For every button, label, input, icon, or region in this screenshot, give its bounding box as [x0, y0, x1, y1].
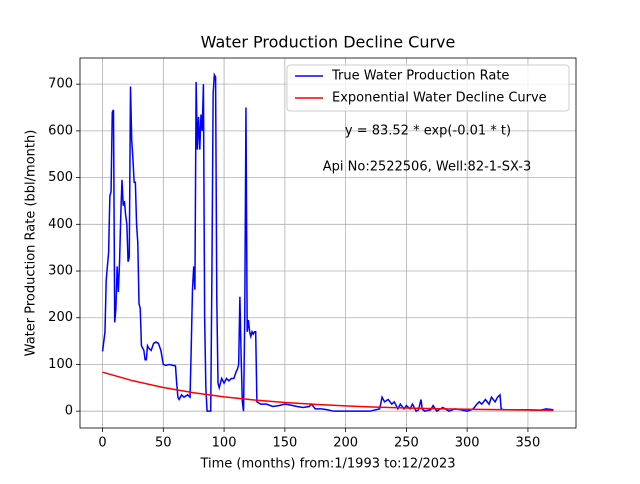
chart-title: Water Production Decline Curve — [201, 33, 456, 52]
data-line — [102, 371, 554, 411]
y-tick-label: 300 — [48, 264, 73, 279]
x-tick-label: 350 — [516, 436, 541, 451]
x-tick-label: 50 — [155, 436, 172, 451]
y-tick-label: 0 — [65, 404, 73, 419]
x-tick-label: 0 — [98, 436, 106, 451]
legend-label: Exponential Water Decline Curve — [332, 91, 547, 106]
x-tick-label: 250 — [394, 436, 419, 451]
y-tick-label: 100 — [48, 357, 73, 372]
annotation: y = 83.52 * exp(-0.01 * t) — [345, 124, 511, 139]
plot-frame — [79, 57, 577, 429]
data-line — [101, 72, 554, 413]
y-tick-label: 200 — [48, 310, 73, 325]
y-tick-label: 700 — [48, 77, 73, 92]
x-tick-label: 200 — [333, 436, 358, 451]
legend-label: True Water Production Rate — [331, 69, 509, 84]
y-axis-label: Water Production Rate (bbl/month) — [24, 130, 39, 357]
legend-box — [286, 64, 570, 112]
y-tick-label: 500 — [48, 170, 73, 185]
x-tick-label: 300 — [455, 436, 480, 451]
y-tick-label: 600 — [48, 123, 73, 138]
x-tick-label: 100 — [212, 436, 237, 451]
y-tick-label: 400 — [48, 217, 73, 232]
x-tick-label: 150 — [272, 436, 297, 451]
x-axis-label: Time (months) from:1/1993 to:12/2023 — [199, 457, 455, 472]
annotation: Api No:2522506, Well:82-1-SX-3 — [323, 160, 531, 175]
